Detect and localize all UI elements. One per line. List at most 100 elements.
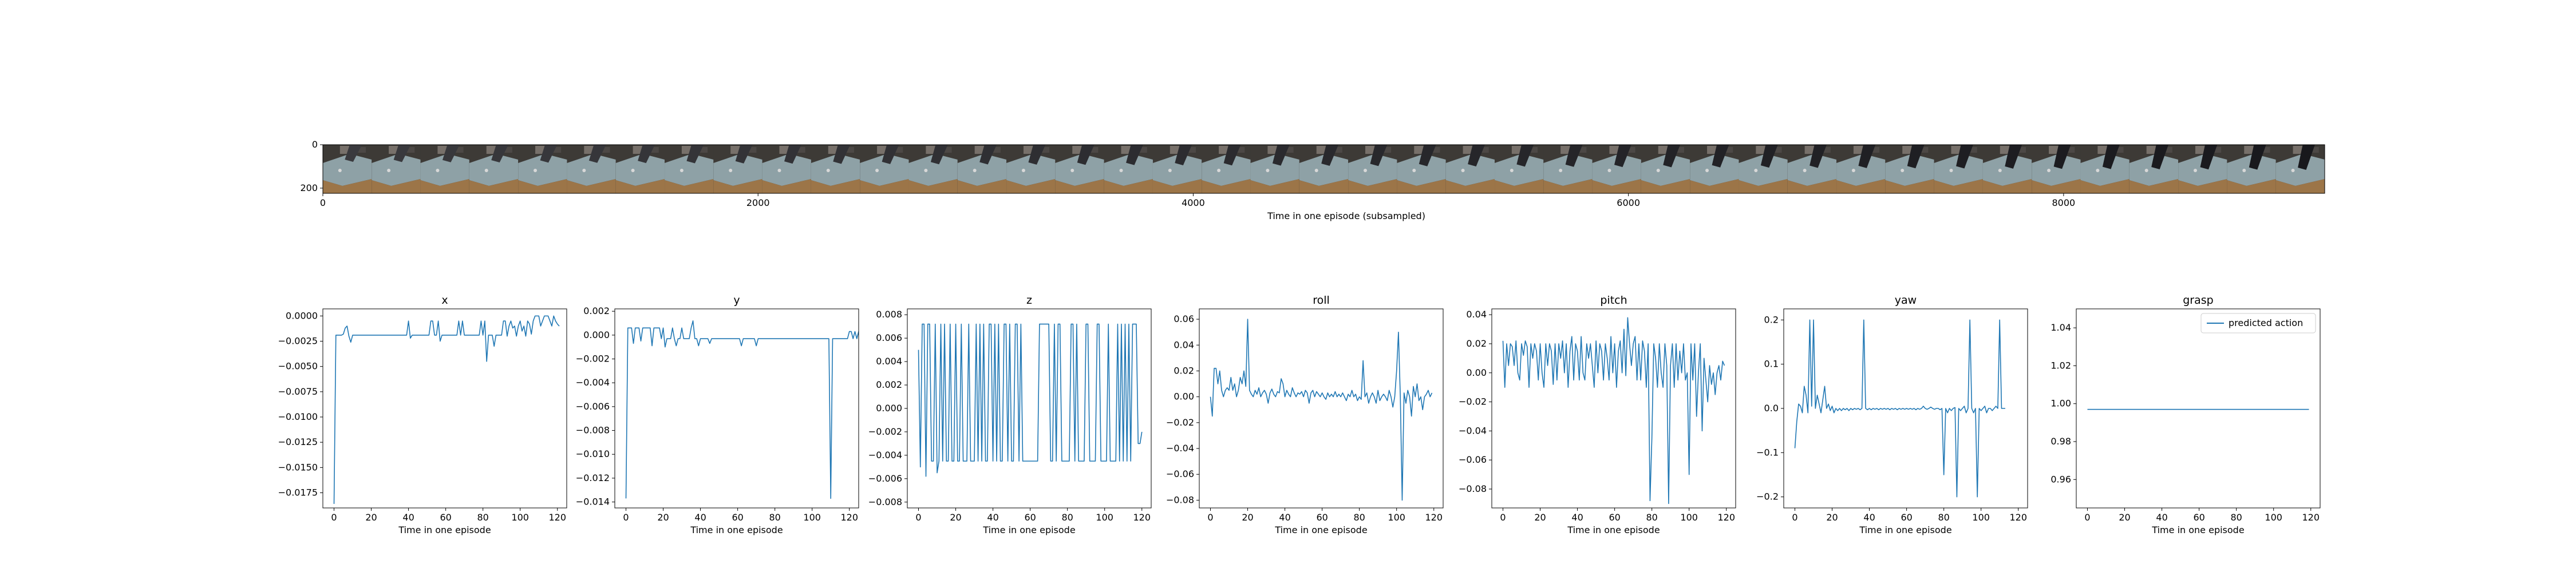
- strip-frame: [1104, 145, 1153, 193]
- subplot-title: pitch: [1600, 294, 1627, 307]
- x-axis-label: Time in one episode: [982, 525, 1075, 535]
- y-tick-label: 0.006: [876, 332, 902, 343]
- x-tick: 40: [694, 508, 706, 523]
- y-tick-label: −0.008: [868, 496, 902, 507]
- strip-frame: [1739, 145, 1788, 193]
- strip-frame: [372, 145, 421, 193]
- strip-frame: [908, 145, 958, 193]
- x-tick: 60: [2193, 508, 2205, 523]
- y-tick: 0.002: [583, 305, 615, 316]
- x-tick: 120: [2302, 508, 2320, 523]
- strip-frame: [1397, 145, 1447, 193]
- x-tick-label: 120: [548, 512, 566, 523]
- x-tick: 0: [915, 508, 922, 523]
- x-tick-label: 60: [1901, 512, 1912, 523]
- strip-frame: [1006, 145, 1056, 193]
- strip-frame: [1641, 145, 1690, 193]
- x-tick-label: 80: [769, 512, 780, 523]
- x-tick: 120: [2009, 508, 2027, 523]
- series-line: [1794, 319, 2005, 498]
- y-tick-label: −0.012: [576, 472, 610, 483]
- y-tick-label: 0.02: [1466, 338, 1487, 349]
- y-tick-label: −0.0050: [278, 361, 318, 372]
- strip-frame: [615, 145, 665, 193]
- x-tick-label: 100: [2265, 512, 2282, 523]
- x-axis-label: Time in one episode: [1859, 525, 1951, 535]
- y-tick-label: −0.0175: [278, 487, 318, 498]
- x-tick: 0: [331, 508, 337, 523]
- strip-x-tick: 4000: [1182, 193, 1205, 208]
- x-tick-label: 100: [1096, 512, 1113, 523]
- x-tick-label: 40: [987, 512, 998, 523]
- strip-x-tick: 8000: [2052, 193, 2075, 208]
- x-tick: 80: [1353, 508, 1365, 523]
- y-tick: 0.004: [876, 356, 907, 367]
- x-tick: 0: [623, 508, 629, 523]
- strip-frame: [2032, 145, 2081, 193]
- subplot-title: x: [441, 294, 448, 307]
- y-tick-label: 0.000: [876, 403, 902, 414]
- y-tick-label: 0.04: [1466, 309, 1487, 320]
- x-tick-label: 40: [1571, 512, 1583, 523]
- strip-frame: [2275, 145, 2325, 193]
- y-tick: 0.000: [876, 403, 907, 414]
- y-tick: −0.06: [1166, 468, 1199, 479]
- y-tick-label: −0.02: [1166, 417, 1194, 428]
- x-tick-label: 0: [1500, 512, 1506, 523]
- frames-group: [323, 145, 2325, 193]
- y-tick: 0.02: [1466, 338, 1492, 349]
- y-tick-label: −0.002: [576, 353, 610, 364]
- x-tick: 80: [1061, 508, 1073, 523]
- y-tick: −0.04: [1166, 443, 1199, 454]
- x-tick-label: 0: [915, 512, 921, 523]
- y-tick: 0.0000: [286, 310, 323, 321]
- y-tick: −0.0175: [278, 487, 323, 498]
- strip-frame: [1836, 145, 1886, 193]
- y-tick: 0.02: [1174, 365, 1199, 376]
- y-tick-label: 0.00: [1174, 391, 1194, 402]
- x-tick-label: 20: [950, 512, 961, 523]
- x-tick: 120: [1425, 508, 1443, 523]
- x-tick-label: 20: [1826, 512, 1838, 523]
- y-tick-label: 1.02: [2050, 360, 2071, 371]
- y-tick-label: −0.010: [576, 448, 610, 459]
- x-tick-label: 120: [1425, 512, 1443, 523]
- x-tick: 100: [2265, 508, 2282, 523]
- x-tick-label: 40: [1279, 512, 1290, 523]
- y-tick-label: 0.96: [2050, 474, 2071, 484]
- x-tick: 40: [1279, 508, 1291, 523]
- strip-frame: [1250, 145, 1300, 193]
- strip-frame: [420, 145, 470, 193]
- y-tick: −0.08: [1459, 483, 1492, 494]
- x-tick-label: 20: [365, 512, 377, 523]
- x-tick-label: 120: [2302, 512, 2320, 523]
- x-tick: 80: [477, 508, 489, 523]
- y-tick: −0.08: [1166, 494, 1199, 505]
- x-tick-label: 80: [1353, 512, 1365, 523]
- strip-x-ticks: 0 2000 4000 6000 8000: [320, 193, 2075, 208]
- y-tick: −0.2: [1756, 491, 1784, 502]
- strip-x-tick: 0: [320, 193, 326, 208]
- x-tick-label: 80: [477, 512, 488, 523]
- x-tick: 100: [803, 508, 821, 523]
- y-tick: −0.008: [868, 496, 907, 507]
- x-tick-label: 100: [803, 512, 821, 523]
- x-tick: 40: [402, 508, 414, 523]
- strip-x-tick: 6000: [1617, 193, 1640, 208]
- y-tick-label: −0.004: [868, 450, 902, 460]
- y-tick: −0.04: [1459, 425, 1492, 436]
- series-line: [1210, 319, 1433, 501]
- x-tick-label: 60: [440, 512, 451, 523]
- legend-label: predicted action: [2229, 317, 2303, 328]
- x-tick: 80: [1938, 508, 1950, 523]
- y-tick-label: −0.004: [576, 377, 610, 388]
- strip-frame: [469, 145, 519, 193]
- y-tick: −0.002: [868, 426, 907, 437]
- x-tick: 80: [1646, 508, 1658, 523]
- y-tick: −0.010: [576, 448, 615, 459]
- x-tick: 20: [950, 508, 962, 523]
- y-tick-label: 0.04: [1174, 339, 1194, 350]
- strip-frame: [1445, 145, 1495, 193]
- x-tick-label: 120: [1133, 512, 1151, 523]
